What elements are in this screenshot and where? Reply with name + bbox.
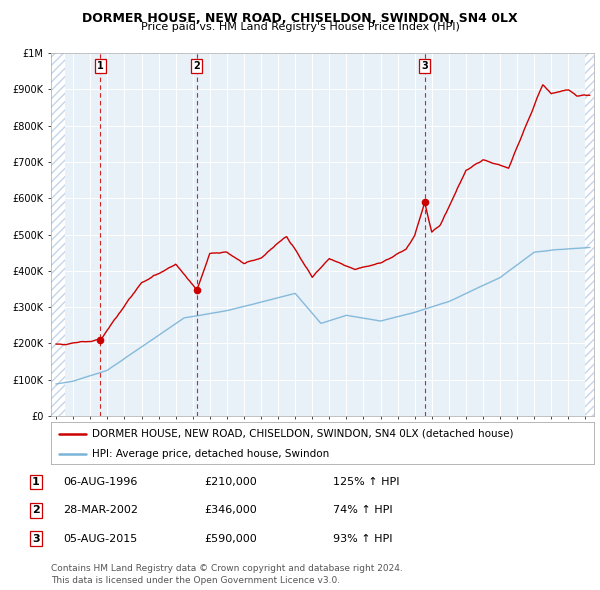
- Text: DORMER HOUSE, NEW ROAD, CHISELDON, SWINDON, SN4 0LX: DORMER HOUSE, NEW ROAD, CHISELDON, SWIND…: [82, 12, 518, 25]
- Text: 74% ↑ HPI: 74% ↑ HPI: [333, 506, 392, 515]
- Text: 28-MAR-2002: 28-MAR-2002: [63, 506, 138, 515]
- Text: £210,000: £210,000: [204, 477, 257, 487]
- Text: 3: 3: [32, 534, 40, 543]
- Text: Price paid vs. HM Land Registry's House Price Index (HPI): Price paid vs. HM Land Registry's House …: [140, 22, 460, 32]
- Text: 2: 2: [32, 506, 40, 515]
- Text: 2: 2: [193, 61, 200, 71]
- Text: 125% ↑ HPI: 125% ↑ HPI: [333, 477, 400, 487]
- Text: 3: 3: [421, 61, 428, 71]
- Text: £346,000: £346,000: [204, 506, 257, 515]
- Text: DORMER HOUSE, NEW ROAD, CHISELDON, SWINDON, SN4 0LX (detached house): DORMER HOUSE, NEW ROAD, CHISELDON, SWIND…: [92, 429, 513, 439]
- Text: 93% ↑ HPI: 93% ↑ HPI: [333, 534, 392, 543]
- Text: 1: 1: [32, 477, 40, 487]
- Text: 06-AUG-1996: 06-AUG-1996: [63, 477, 137, 487]
- Text: Contains HM Land Registry data © Crown copyright and database right 2024.
This d: Contains HM Land Registry data © Crown c…: [51, 565, 403, 585]
- Text: 05-AUG-2015: 05-AUG-2015: [63, 534, 137, 543]
- Text: 1: 1: [97, 61, 104, 71]
- Text: £590,000: £590,000: [204, 534, 257, 543]
- Text: HPI: Average price, detached house, Swindon: HPI: Average price, detached house, Swin…: [92, 449, 329, 458]
